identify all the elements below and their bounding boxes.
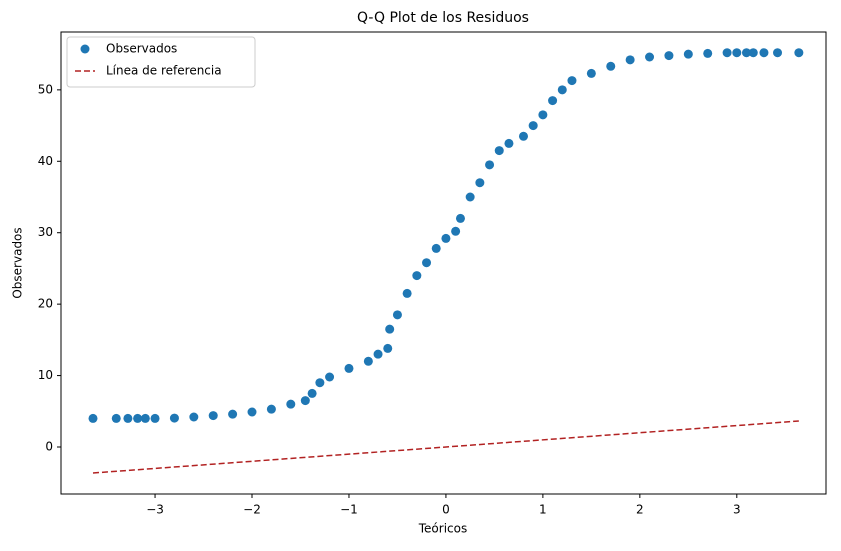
point [392, 310, 402, 320]
x-tick-label: 0 [442, 503, 450, 517]
point [315, 378, 325, 388]
point [373, 349, 383, 359]
point [528, 121, 538, 131]
point [759, 48, 769, 58]
y-tick-label: 0 [45, 440, 53, 454]
y-tick-label: 30 [38, 225, 53, 239]
legend-label: Observados [106, 42, 177, 56]
y-axis-label: Observados [11, 227, 25, 298]
reference-line [92, 420, 799, 474]
point [300, 396, 310, 406]
x-tick-label: 1 [539, 503, 547, 517]
point [189, 412, 199, 422]
y-tick-label: 20 [38, 297, 53, 311]
point [286, 399, 296, 409]
x-axis-label: Teóricos [418, 522, 467, 536]
point [548, 96, 558, 106]
point [606, 61, 616, 71]
point [344, 363, 354, 373]
x-tick-label: −3 [146, 503, 164, 517]
x-tick-label: −1 [340, 503, 358, 517]
point [123, 413, 133, 423]
point [111, 413, 121, 423]
chart-title: Q-Q Plot de los Residuos [357, 10, 529, 26]
point [133, 413, 143, 423]
point [567, 76, 577, 86]
legend-label: Línea de referencia [106, 64, 222, 78]
point [485, 160, 495, 170]
point [794, 48, 804, 58]
point [208, 411, 218, 421]
x-tick-label: −2 [243, 503, 261, 517]
point [455, 213, 465, 223]
plot-frame [60, 31, 827, 495]
y-tick-label: 10 [38, 368, 53, 382]
point [169, 413, 179, 423]
point [504, 138, 514, 148]
point [683, 49, 693, 59]
point [266, 404, 276, 414]
x-tick-label: 3 [733, 503, 741, 517]
point [402, 288, 412, 298]
point [140, 413, 150, 423]
point [465, 192, 475, 202]
point [88, 413, 98, 423]
point [748, 48, 758, 58]
point [307, 388, 317, 398]
point [363, 356, 373, 366]
point [494, 146, 504, 156]
point [475, 178, 485, 188]
point [625, 55, 635, 65]
legend-marker [80, 44, 90, 54]
point [732, 48, 742, 58]
point [586, 68, 596, 78]
point [722, 48, 732, 58]
point [228, 409, 238, 419]
y-tick-label: 50 [38, 82, 53, 96]
y-tick-label: 40 [38, 154, 53, 168]
point [664, 51, 674, 61]
point [325, 372, 335, 382]
point [538, 110, 548, 120]
point [557, 85, 567, 95]
point [645, 52, 655, 62]
point [518, 131, 528, 141]
point [431, 243, 441, 253]
point [412, 271, 422, 281]
point [150, 413, 160, 423]
point [383, 343, 393, 353]
point [385, 324, 395, 334]
point [247, 407, 257, 417]
point [441, 233, 451, 243]
x-tick-label: 2 [636, 503, 644, 517]
point [703, 48, 713, 58]
point [773, 48, 783, 58]
point [422, 258, 432, 268]
point [451, 226, 461, 236]
legend-box [66, 36, 256, 88]
point [741, 48, 751, 58]
